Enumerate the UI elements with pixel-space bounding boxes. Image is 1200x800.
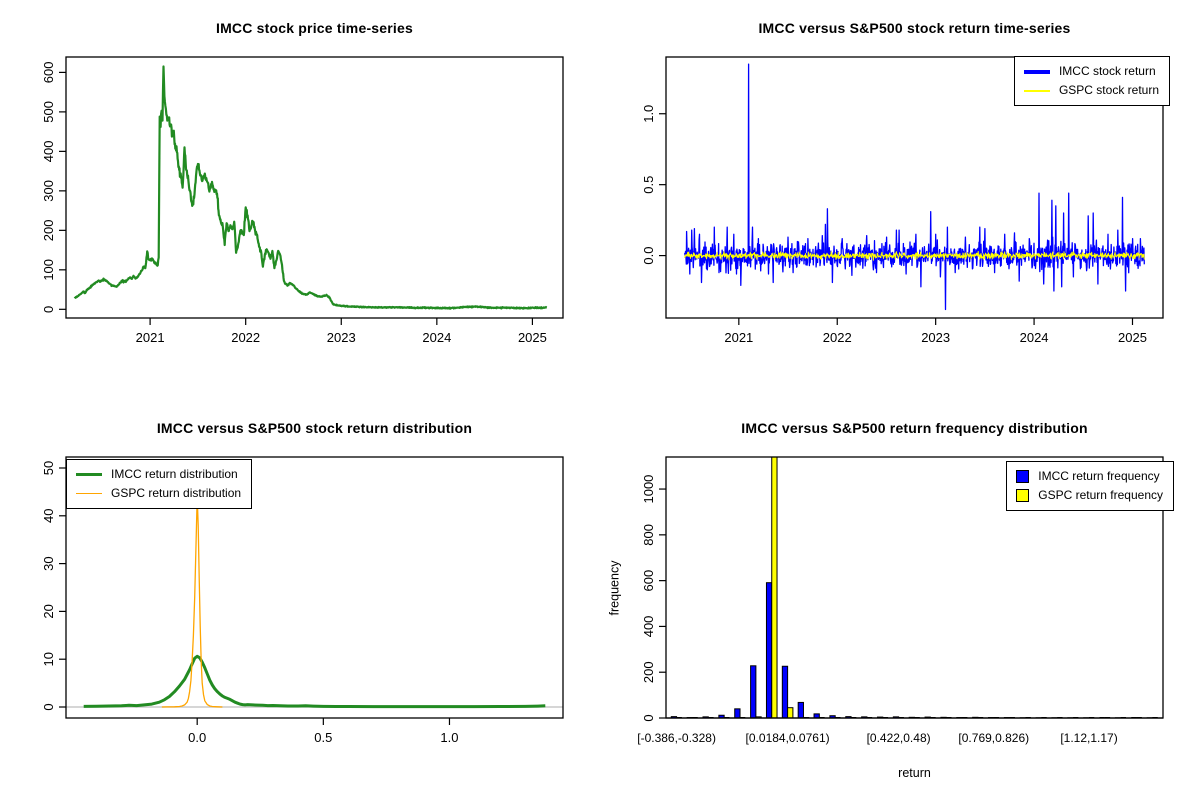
y-tick-label: 600 [41, 62, 56, 84]
panel-return-timeseries: IMCC versus S&P500 stock return time-ser… [600, 0, 1200, 400]
y-tick-label: 200 [41, 219, 56, 241]
legend-item: IMCC return distribution [76, 465, 241, 484]
legend-item: GSPC return distribution [76, 484, 241, 503]
y-tick-label: 1000 [641, 475, 656, 504]
x-tick-label: 2025 [1118, 330, 1147, 345]
bar [781, 665, 789, 718]
y-tick-label: 30 [41, 556, 56, 570]
y-tick-label: 0 [641, 714, 656, 721]
legend-box-swatch-imcc-frequency [1016, 470, 1030, 483]
y-tick-label: 300 [41, 180, 56, 202]
y-tick-label: 20 [41, 604, 56, 618]
x-tick-label: 2021 [724, 330, 753, 345]
legend-label: GSPC stock return [1058, 83, 1159, 97]
y-axis-label: frequency [607, 560, 622, 616]
imcc-stock-return-line [684, 63, 1145, 311]
y-tick-label: 400 [641, 616, 656, 638]
legend-label: IMCC return distribution [111, 467, 238, 481]
gspc-stock-return-line [684, 250, 1145, 261]
panel-return-distribution: IMCC versus S&P500 stock return distribu… [0, 400, 600, 800]
plot-frame [65, 456, 564, 719]
plot-area [73, 65, 548, 310]
return-timeseries-plot: 2021 2022 2023 2024 2025 0.0 0.5 1.0 [641, 56, 1164, 345]
y-tick-label: 0 [41, 703, 56, 710]
panel-return-frequency: IMCC versus S&P500 return frequency dist… [600, 400, 1200, 800]
y-tick-label: 1.0 [641, 105, 656, 123]
bar [813, 713, 820, 718]
x-tick-label: 2025 [518, 330, 547, 345]
x-tick-label: 1.0 [440, 730, 458, 745]
y-tick-label: 600 [641, 570, 656, 592]
x-tick-label: 0.5 [314, 730, 332, 745]
plot-area [66, 496, 563, 709]
legend: IMCC stock return GSPC stock return [1013, 56, 1170, 106]
y-tick-label: 0.0 [641, 247, 656, 265]
bar [771, 457, 778, 718]
plot-frame [665, 456, 1164, 719]
imcc-price-line [73, 65, 548, 310]
x-tick-label: 2023 [327, 330, 356, 345]
gspc-return-distribution-line [161, 496, 223, 708]
x-tick-label: 2023 [921, 330, 950, 345]
return-frequency-plot: [-0.386,-0.328) [0.0184,0.0761) [0.422,0.4… [637, 456, 1164, 745]
x-tick-label: 2021 [136, 330, 165, 345]
legend-label: GSPC return distribution [111, 486, 242, 500]
x-category-label: [-0.386,-0.328) [637, 731, 716, 745]
x-category-label: [0.422,0.48) [867, 731, 931, 745]
bar [787, 707, 794, 718]
bar [765, 582, 773, 718]
chart-title: IMCC versus S&P500 return frequency dist… [741, 420, 1088, 436]
legend: IMCC return distribution GSPC return dis… [66, 459, 253, 509]
legend-item: GSPC stock return [1023, 81, 1159, 100]
legend-item: IMCC return frequency [1016, 467, 1163, 486]
legend-label: GSPC return frequency [1038, 488, 1163, 502]
x-axis-label: return [898, 766, 931, 780]
panel-price-timeseries: IMCC stock price time-series 2021 2022 202… [0, 0, 600, 400]
bar [797, 701, 804, 718]
legend-line-swatch-imcc-return [1023, 69, 1050, 74]
bar [750, 665, 757, 718]
legend-item: IMCC stock return [1023, 62, 1159, 81]
return-distribution-plot: 0.0 0.5 1.0 0 10 20 30 40 50 [41, 456, 564, 745]
plot-area [684, 63, 1145, 311]
y-tick-label: 800 [641, 524, 656, 546]
chart-title: IMCC versus S&P500 stock return distribu… [156, 420, 473, 436]
legend-box-swatch-gspc-frequency [1016, 489, 1030, 502]
legend-label: IMCC return frequency [1038, 469, 1160, 483]
chart-title: IMCC stock price time-series [215, 20, 413, 36]
legend-line-swatch-gspc-distribution [76, 492, 102, 495]
y-tick-label: 50 [41, 461, 56, 475]
bar [718, 714, 725, 718]
x-category-label: [1.12,1.17) [1060, 731, 1117, 745]
y-tick-label: 0 [41, 306, 56, 313]
y-tick-label: 400 [41, 141, 56, 163]
legend-item: GSPC return frequency [1016, 486, 1163, 505]
price-timeseries-plot: 2021 2022 2023 2024 2025 0 100 200 300 400 500 600 [41, 56, 564, 345]
imcc-return-distribution-line [83, 654, 546, 709]
legend-line-swatch-gspc-return [1023, 89, 1050, 92]
y-tick-label: 40 [41, 509, 56, 523]
x-category-label: [0.0184,0.0761) [746, 731, 830, 745]
legend-line-swatch-imcc-distribution [76, 472, 102, 477]
x-category-label: [0.769,0.826) [958, 731, 1029, 745]
plot-frame [665, 56, 1164, 319]
x-tick-label: 2022 [823, 330, 852, 345]
y-tick-label: 0.5 [641, 176, 656, 194]
x-tick-label: 0.0 [188, 730, 206, 745]
chart-title: IMCC versus S&P500 stock return time-ser… [758, 20, 1071, 36]
y-tick-label: 500 [41, 101, 56, 123]
y-tick-label: 10 [41, 652, 56, 666]
x-tick-label: 2024 [422, 330, 451, 345]
x-tick-label: 2024 [1020, 330, 1049, 345]
bar [734, 708, 741, 718]
x-tick-label: 2022 [231, 330, 260, 345]
legend-label: IMCC stock return [1058, 64, 1156, 78]
y-tick-label: 100 [41, 259, 56, 281]
legend: IMCC return frequency GSPC return freque… [1006, 461, 1174, 511]
y-tick-label: 200 [641, 661, 656, 683]
plot-frame [65, 56, 564, 319]
